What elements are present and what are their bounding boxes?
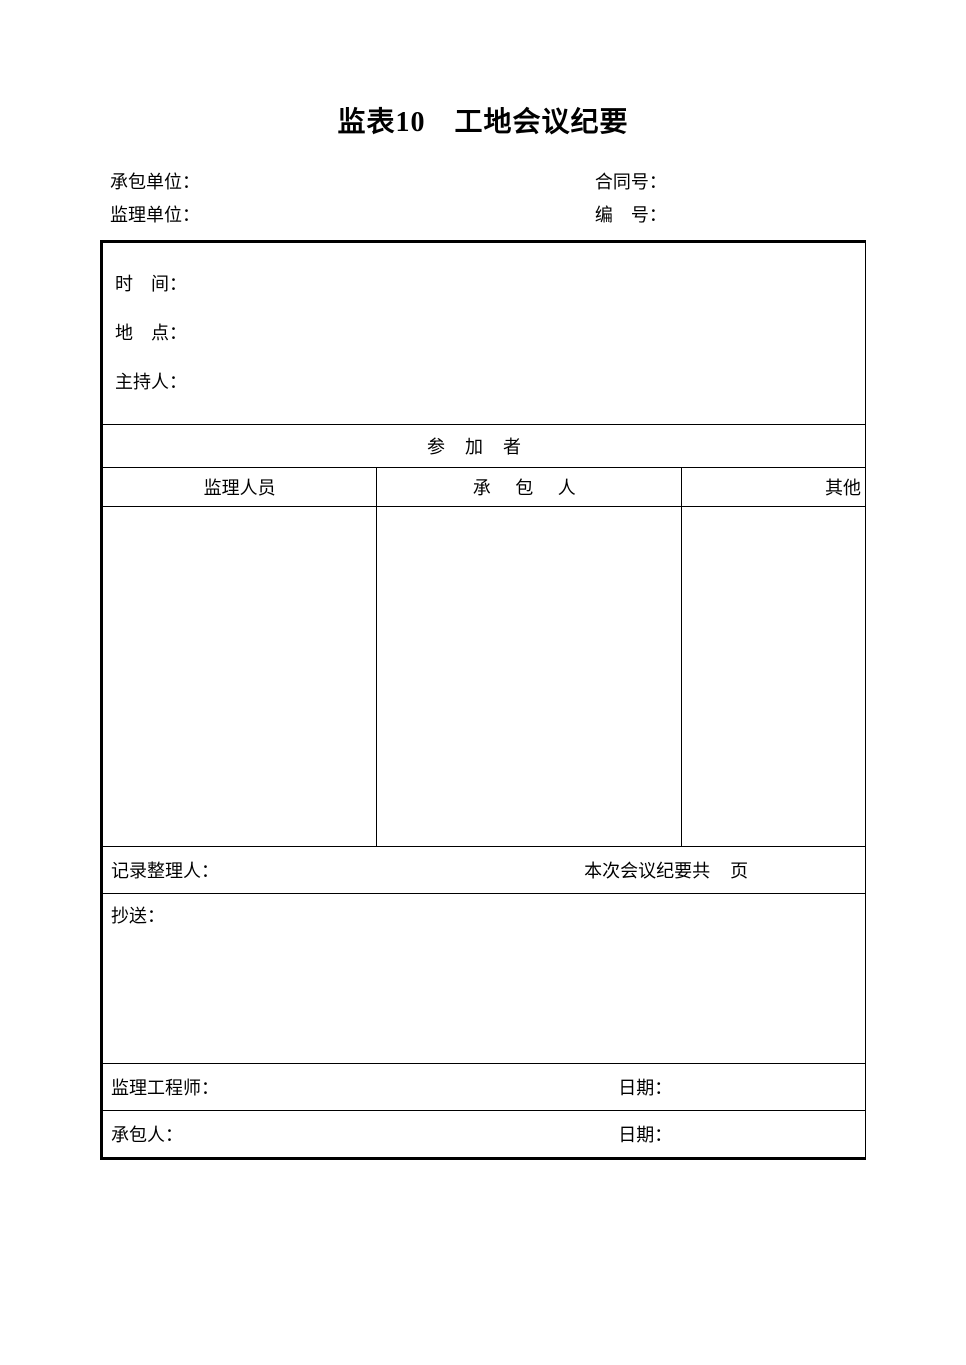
col-supervisor-body xyxy=(103,507,377,846)
form-page: 监表10 工地会议纪要 承包单位： 监理单位： 合同号： 编 号： xyxy=(0,0,966,1160)
col-contractor-body xyxy=(377,507,682,846)
main-table: 时 间： 地 点： 主持人： 参加者 监理人员 承 包 人 其他 xyxy=(100,240,866,1160)
contractor-sign-cell: 承包人： xyxy=(111,1121,618,1147)
contractor-date-cell: 日期： xyxy=(618,1121,857,1147)
time-label: 时 间： xyxy=(115,274,187,294)
participants-columns-header: 监理人员 承 包 人 其他 xyxy=(103,468,865,507)
header-info: 承包单位： 监理单位： 合同号： 编 号： xyxy=(100,168,866,234)
header-left: 承包单位： 监理单位： xyxy=(110,168,483,234)
contractor-unit-row: 承包单位： xyxy=(110,168,483,197)
record-row: 记录整理人： 本次会议纪要共 页 xyxy=(103,847,865,894)
pages-prefix: 本次会议纪要共 xyxy=(584,861,710,881)
time-row: 时 间： xyxy=(115,271,853,298)
contractor-date-label: 日期： xyxy=(618,1125,672,1145)
contractor-sign-row: 承包人： 日期： xyxy=(103,1111,865,1157)
participants-body xyxy=(103,507,865,847)
contract-no-label: 合同号： xyxy=(595,172,667,192)
col-contractor-header: 承 包 人 xyxy=(377,468,682,506)
supervisor-unit-row: 监理单位： xyxy=(110,201,483,230)
col-other-body xyxy=(682,507,865,846)
col-other-header: 其他 xyxy=(682,468,865,506)
engineer-label: 监理工程师： xyxy=(111,1078,219,1098)
pages-suffix: 页 xyxy=(730,861,748,881)
contractor-unit-label: 承包单位： xyxy=(110,172,200,192)
recorder-label: 记录整理人： xyxy=(111,861,219,881)
host-row: 主持人： xyxy=(115,369,853,396)
basic-info-section: 时 间： 地 点： 主持人： xyxy=(103,243,865,425)
serial-no-label: 编 号： xyxy=(595,205,667,225)
col-supervisor-header: 监理人员 xyxy=(103,468,377,506)
cc-label: 抄送： xyxy=(111,906,165,926)
header-right: 合同号： 编 号： xyxy=(595,168,856,234)
location-row: 地 点： xyxy=(115,320,853,347)
participants-header: 参加者 xyxy=(103,425,865,468)
engineer-sign-row: 监理工程师： 日期： xyxy=(103,1064,865,1111)
serial-no-row: 编 号： xyxy=(595,201,856,230)
contract-no-row: 合同号： xyxy=(595,168,856,197)
engineer-date-cell: 日期： xyxy=(618,1074,857,1100)
engineer-cell: 监理工程师： xyxy=(111,1074,618,1100)
supervisor-unit-label: 监理单位： xyxy=(110,205,200,225)
contractor-sign-label: 承包人： xyxy=(111,1125,183,1145)
location-label: 地 点： xyxy=(115,323,187,343)
pages-suffix-cell: 页 xyxy=(730,857,857,883)
engineer-date-label: 日期： xyxy=(618,1078,672,1098)
host-label: 主持人： xyxy=(115,372,187,392)
recorder-cell: 记录整理人： xyxy=(111,857,462,883)
pages-prefix-cell: 本次会议纪要共 xyxy=(462,857,731,883)
col-contractor-label: 承 包 人 xyxy=(473,478,586,498)
cc-row: 抄送： xyxy=(103,894,865,1064)
form-title: 监表10 工地会议纪要 xyxy=(100,100,866,140)
